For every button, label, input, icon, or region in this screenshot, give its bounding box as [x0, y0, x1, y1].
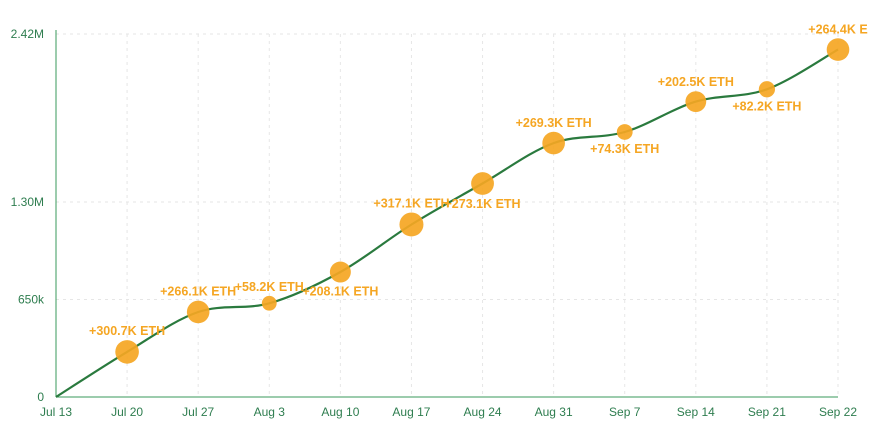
grid-lines	[56, 33, 839, 397]
x-tick-label: Aug 10	[321, 405, 359, 419]
series-line	[55, 48, 839, 398]
y-tick-label: 650k	[18, 293, 45, 307]
data-label: +82.2K ETH	[732, 99, 801, 113]
data-label: +74.3K ETH	[590, 142, 659, 156]
y-tick-label: 0	[37, 390, 44, 404]
data-label: +202.5K ETH	[658, 75, 734, 89]
data-label: +264.4K E	[808, 22, 867, 36]
data-marker	[758, 81, 776, 98]
x-tick-label: Aug 24	[464, 405, 502, 419]
data-marker	[399, 212, 424, 237]
data-labels: +300.7K ETH +266.1K ETH+58.2K ETH+208.1K …	[89, 22, 868, 338]
data-label: +317.1K ETH	[373, 197, 449, 211]
x-tick-label: Aug 31	[535, 405, 573, 419]
x-tick-label: Jul 13	[40, 405, 72, 419]
x-tick-label: Aug 17	[392, 405, 430, 419]
x-tick-label: Sep 14	[677, 405, 715, 419]
data-marker	[471, 172, 494, 195]
data-label: +266.1K ETH	[160, 285, 236, 299]
data-label: +269.3K ETH	[516, 116, 592, 130]
data-label: +300.7K ETH	[89, 324, 165, 338]
data-marker	[685, 91, 707, 112]
data-marker	[542, 131, 565, 155]
series-line-path	[55, 48, 839, 398]
data-marker	[186, 300, 210, 324]
data-marker	[261, 295, 277, 311]
x-tick-label: Sep 21	[748, 405, 786, 419]
x-tick-labels: Jul 13 Jul 20 Jul 27 Aug 3 Aug 10 Aug 17 Aug 2…	[40, 405, 857, 419]
data-marker	[826, 38, 850, 61]
axes	[55, 30, 838, 398]
y-tick-label: 1.30M	[11, 195, 44, 209]
x-tick-label: Jul 20	[111, 405, 143, 419]
data-label: +208.1K ETH	[302, 284, 378, 298]
data-label: +273.1K ETH	[444, 197, 520, 211]
y-tick-label: 2.42M	[11, 27, 44, 41]
data-markers	[115, 38, 850, 364]
data-marker	[616, 124, 633, 140]
data-marker	[115, 340, 139, 364]
x-tick-label: Aug 3	[254, 405, 286, 419]
data-label: +58.2K ETH	[235, 280, 304, 294]
x-tick-label: Jul 27	[182, 405, 214, 419]
y-tick-labels: 0 650k 1.30M 2.42M	[11, 27, 45, 404]
x-tick-label: Sep 7	[609, 405, 641, 419]
data-marker	[329, 261, 351, 283]
x-tick-label: Sep 22	[819, 405, 857, 419]
